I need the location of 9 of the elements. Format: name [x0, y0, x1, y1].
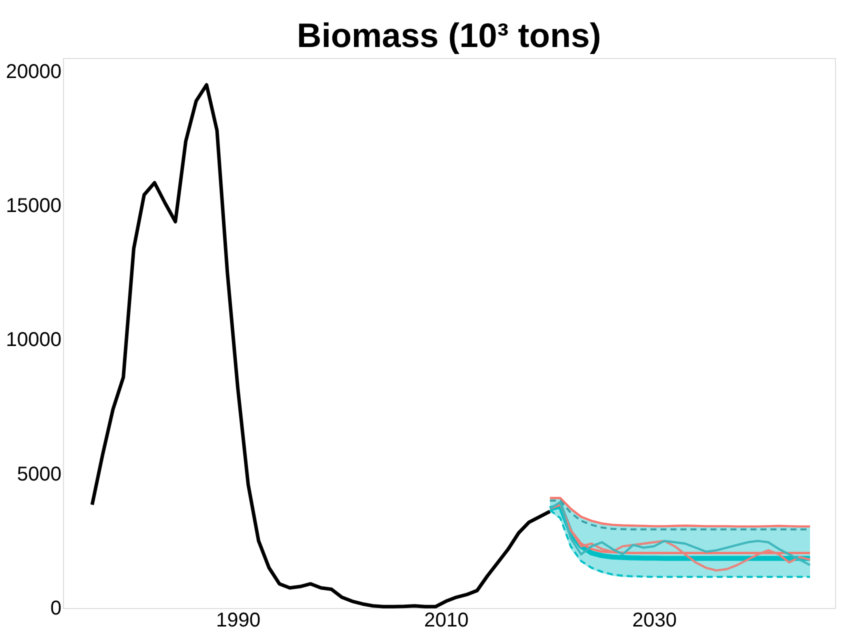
y-tick-label: 10000 [6, 329, 62, 352]
x-tick-label: 2030 [632, 610, 677, 632]
x-tick-label: 1990 [216, 610, 261, 632]
y-tick-label: 15000 [6, 195, 62, 218]
chart-title: Biomass (10³ tons) [296, 17, 602, 55]
x-tick-label: 2010 [424, 610, 469, 632]
y-tick-label: 20000 [6, 60, 62, 83]
y-tick-label: 0 [50, 598, 62, 620]
y-tick-label: 5000 [17, 463, 62, 486]
